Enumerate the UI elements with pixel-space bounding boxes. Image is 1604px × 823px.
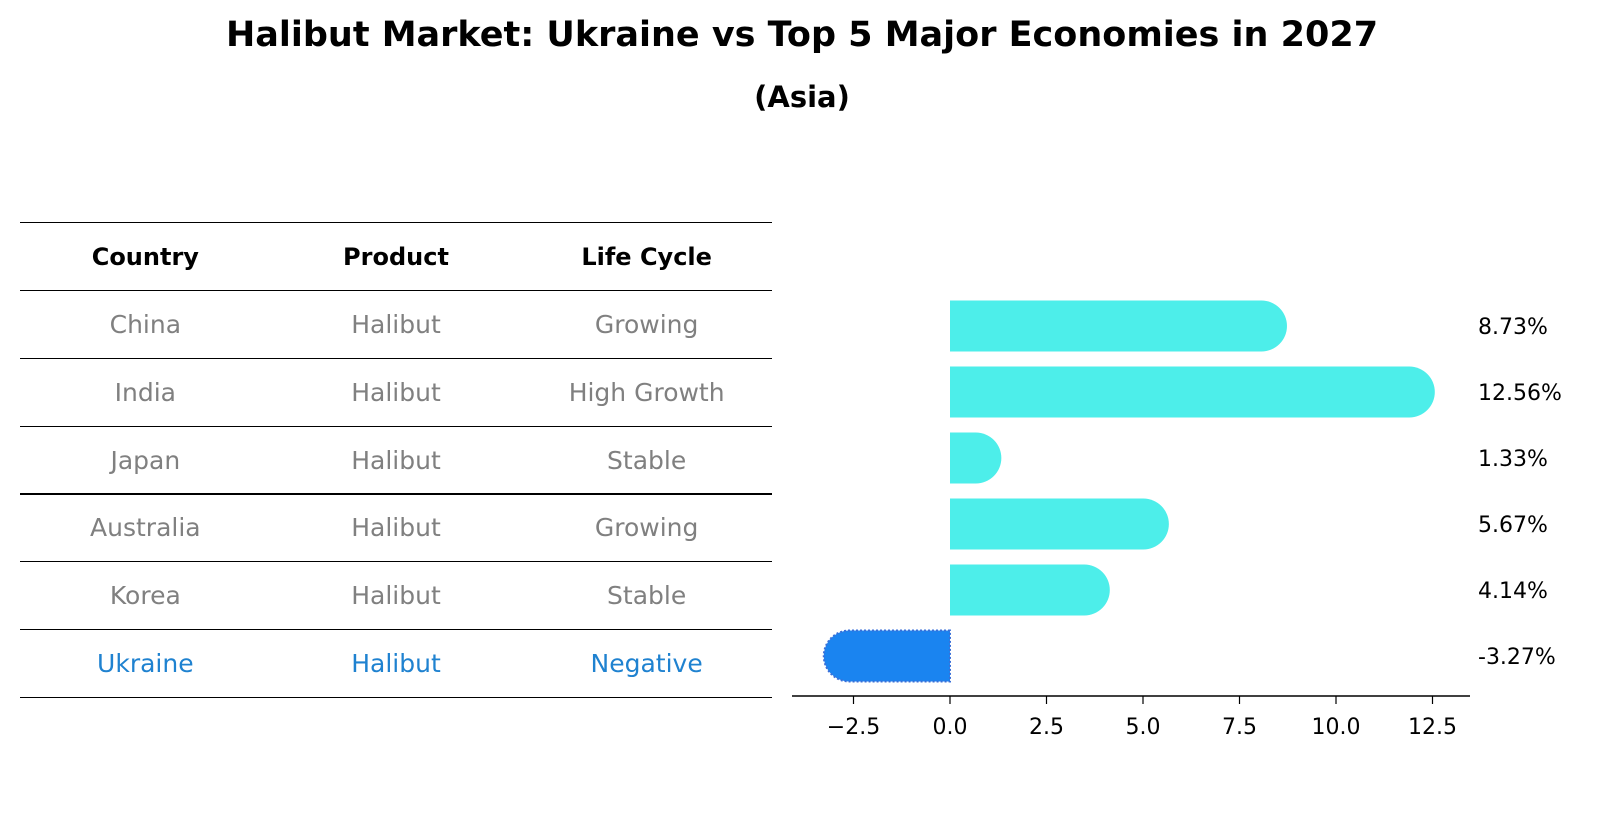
cell-country: Japan <box>110 445 181 475</box>
cell-product: Halibut <box>351 649 441 679</box>
table-rule <box>20 696 772 699</box>
bar-value-label: 12.56% <box>1478 381 1562 406</box>
x-tick-label: −2.5 <box>827 715 880 740</box>
header-life-cycle: Life Cycle <box>581 242 712 271</box>
cell-country: Ukraine <box>97 649 194 679</box>
bar <box>950 564 1110 616</box>
bar <box>950 366 1435 418</box>
table-row: China Halibut Growing <box>20 291 772 358</box>
cell-product: Halibut <box>351 445 441 475</box>
table-rule <box>20 561 772 563</box>
chart-subtitle: (Asia) <box>754 80 850 114</box>
table-rule <box>20 289 772 292</box>
cell-country: Australia <box>90 513 201 543</box>
bar-value-label: -3.27% <box>1478 645 1556 670</box>
cell-product: Halibut <box>351 513 441 543</box>
table-row: Japan Halibut Stable <box>20 427 772 494</box>
x-tick-label: 12.5 <box>1408 715 1457 740</box>
cell-life-cycle: High Growth <box>568 377 725 407</box>
cell-country: India <box>114 377 176 407</box>
table-row: Korea Halibut Stable <box>20 562 772 629</box>
cell-life-cycle: Growing <box>594 513 699 543</box>
table-header-row: Country Product Life Cycle <box>20 223 772 290</box>
table-rule <box>20 357 772 359</box>
table-row-highlighted: Ukraine Halibut Negative <box>20 630 772 697</box>
chart-title: Halibut Market: Ukraine vs Top 5 Major E… <box>225 15 1379 55</box>
cell-life-cycle: Stable <box>607 445 687 475</box>
cell-product: Halibut <box>351 309 441 339</box>
table-rule <box>20 425 772 427</box>
cell-life-cycle: Stable <box>607 581 687 611</box>
x-tick-label: 10.0 <box>1312 715 1361 740</box>
cell-product: Halibut <box>351 377 441 407</box>
data-table: Country Product Life Cycle China Halibut… <box>20 222 772 699</box>
cell-country: China <box>109 309 182 339</box>
bar-value-label: 5.67% <box>1478 513 1548 538</box>
bar <box>950 432 1002 484</box>
table-rule <box>20 629 772 631</box>
table-rule <box>20 222 772 224</box>
bar-value-label: 1.33% <box>1478 447 1548 472</box>
cell-product: Halibut <box>351 581 441 611</box>
x-tick-label: 7.5 <box>1222 715 1257 740</box>
x-tick-label: 2.5 <box>1029 715 1064 740</box>
bar-highlighted <box>822 629 951 683</box>
bar-value-label: 4.14% <box>1478 579 1548 604</box>
cell-country: Korea <box>109 581 181 611</box>
table-row: Australia Halibut Growing <box>20 495 772 562</box>
cell-life-cycle: Growing <box>594 309 699 339</box>
x-tick-label: 5.0 <box>1126 715 1161 740</box>
x-tick-label: 0.0 <box>933 715 968 740</box>
table-rule <box>20 493 772 495</box>
bar <box>950 300 1287 352</box>
header-country: Country <box>91 242 199 271</box>
table-row: India Halibut High Growth <box>20 359 772 426</box>
bar-value-label: 8.73% <box>1478 315 1548 340</box>
header-product: Product <box>343 242 449 271</box>
cell-life-cycle: Negative <box>590 649 703 679</box>
bar <box>950 498 1169 550</box>
